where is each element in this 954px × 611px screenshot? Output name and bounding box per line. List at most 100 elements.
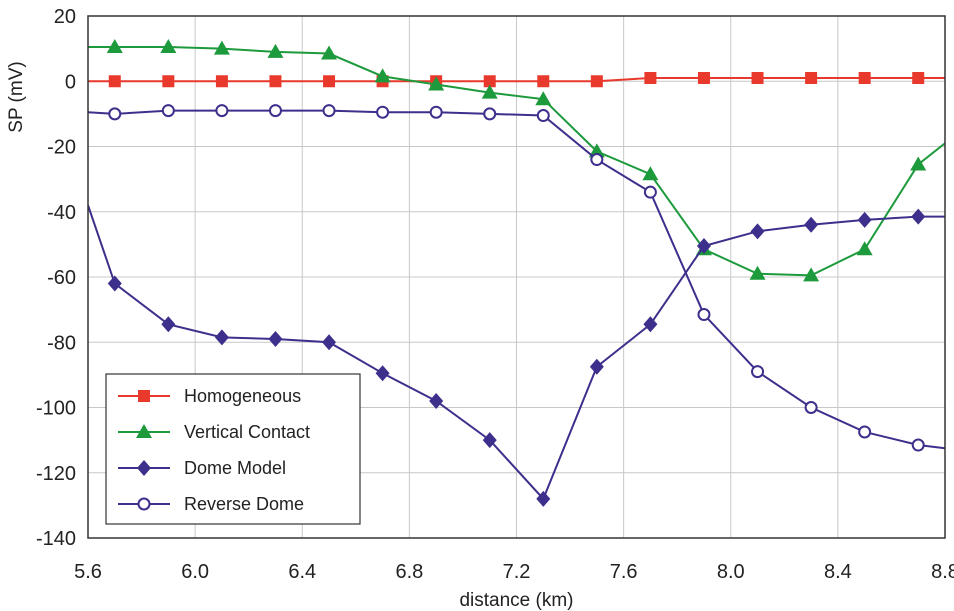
legend-marker bbox=[137, 497, 151, 511]
data-point-dome-model bbox=[107, 275, 122, 292]
legend-label: Vertical Contact bbox=[184, 422, 310, 442]
data-point-dome-model bbox=[911, 208, 926, 225]
data-point-reverse-dome bbox=[697, 308, 711, 322]
x-tick-label: 8.4 bbox=[824, 561, 852, 583]
x-tick-label: 7.6 bbox=[610, 561, 638, 583]
data-point-vertical-contact bbox=[106, 38, 123, 53]
y-tick-label: -140 bbox=[36, 528, 76, 550]
y-tick-label: -80 bbox=[47, 332, 76, 354]
x-tick-label: 8.0 bbox=[717, 561, 745, 583]
y-tick-label: -120 bbox=[36, 463, 76, 485]
data-point-reverse-dome bbox=[376, 105, 390, 119]
x-tick-label: 8.8 bbox=[931, 561, 954, 583]
data-point-homogeneous bbox=[912, 71, 925, 84]
series-line-reverse-dome bbox=[88, 109, 945, 450]
y-tick-label: -20 bbox=[47, 137, 76, 159]
data-point-reverse-dome bbox=[858, 425, 872, 439]
data-point-dome-model bbox=[696, 238, 711, 255]
data-point-homogeneous bbox=[644, 71, 657, 84]
y-tick-label: 20 bbox=[54, 6, 76, 28]
legend: Homogeneous Vertical Contact Dome Model Rev… bbox=[105, 373, 361, 525]
y-tick-label: -100 bbox=[36, 398, 76, 420]
series-reverse-dome bbox=[88, 104, 945, 452]
data-point-reverse-dome bbox=[483, 107, 497, 121]
data-point-dome-model bbox=[161, 316, 176, 333]
data-point-dome-model bbox=[589, 358, 604, 375]
data-point-reverse-dome bbox=[804, 401, 818, 414]
y-axis-label: SP (mV) bbox=[6, 61, 27, 132]
x-axis-label: distance (km) bbox=[459, 590, 573, 611]
data-point-reverse-dome bbox=[911, 438, 925, 452]
legend-item-reverse-dome: Reverse Dome bbox=[118, 494, 304, 514]
data-point-homogeneous bbox=[269, 75, 282, 88]
data-point-dome-model bbox=[375, 365, 390, 382]
data-point-homogeneous bbox=[858, 71, 871, 84]
series-dome-model bbox=[88, 204, 945, 507]
y-tick-label: 0 bbox=[65, 71, 76, 93]
data-point-vertical-contact bbox=[749, 265, 766, 280]
series-line-vertical-contact bbox=[88, 45, 945, 277]
data-point-reverse-dome bbox=[322, 104, 336, 118]
data-point-vertical-contact bbox=[321, 45, 338, 60]
legend-item-vertical-contact: Vertical Contact bbox=[118, 422, 310, 442]
data-point-vertical-contact bbox=[481, 84, 498, 99]
data-point-dome-model bbox=[857, 211, 872, 228]
data-point-reverse-dome bbox=[751, 365, 765, 379]
data-point-homogeneous bbox=[162, 75, 175, 88]
series-layer bbox=[88, 38, 945, 507]
data-point-reverse-dome bbox=[643, 185, 657, 199]
legend-marker bbox=[137, 460, 151, 476]
data-point-dome-model bbox=[429, 392, 444, 409]
data-point-homogeneous bbox=[805, 71, 818, 84]
data-point-homogeneous bbox=[590, 75, 603, 88]
data-point-homogeneous bbox=[751, 71, 764, 84]
x-tick-label: 6.8 bbox=[395, 561, 423, 583]
data-point-homogeneous bbox=[108, 75, 121, 88]
data-point-vertical-contact bbox=[428, 76, 445, 91]
legend-marker bbox=[138, 390, 150, 402]
data-point-homogeneous bbox=[537, 75, 550, 88]
data-point-vertical-contact bbox=[213, 40, 230, 55]
data-point-vertical-contact bbox=[535, 91, 552, 106]
data-point-vertical-contact bbox=[642, 166, 659, 181]
series-line-dome-model bbox=[88, 204, 945, 501]
legend-label: Dome Model bbox=[184, 458, 286, 478]
data-point-reverse-dome bbox=[161, 104, 175, 118]
series-line-homogeneous bbox=[88, 76, 945, 83]
data-point-dome-model bbox=[214, 329, 229, 346]
data-point-vertical-contact bbox=[856, 241, 873, 256]
data-point-reverse-dome bbox=[429, 105, 443, 119]
data-point-dome-model bbox=[804, 216, 819, 233]
data-point-reverse-dome bbox=[536, 109, 550, 123]
x-tick-label: 6.4 bbox=[288, 561, 316, 583]
legend-marker bbox=[136, 424, 152, 438]
data-point-homogeneous bbox=[483, 75, 496, 88]
data-point-reverse-dome bbox=[590, 153, 604, 167]
data-point-dome-model bbox=[643, 316, 658, 333]
data-point-reverse-dome bbox=[108, 107, 122, 121]
data-point-vertical-contact bbox=[803, 267, 820, 282]
series-vertical-contact bbox=[88, 38, 945, 282]
y-tick-label: -60 bbox=[47, 267, 76, 289]
legend-item-homogeneous: Homogeneous bbox=[118, 386, 301, 406]
data-point-dome-model bbox=[268, 330, 283, 347]
x-tick-label: 7.2 bbox=[503, 561, 531, 583]
data-point-vertical-contact bbox=[374, 68, 391, 83]
data-point-homogeneous bbox=[697, 71, 710, 84]
data-point-dome-model bbox=[750, 223, 765, 240]
data-point-reverse-dome bbox=[215, 104, 229, 118]
y-tick-labels: 20 0 -20 -40 -60 -80 -100 -120 -140 bbox=[36, 6, 76, 550]
y-tick-label: -40 bbox=[47, 202, 76, 224]
legend-item-dome-model: Dome Model bbox=[118, 458, 286, 478]
data-point-vertical-contact bbox=[267, 43, 284, 58]
x-tick-label: 5.6 bbox=[74, 561, 102, 583]
x-tick-labels: 5.6 6.0 6.4 6.8 7.2 7.6 8.0 8.4 8.8 bbox=[74, 561, 954, 583]
legend-label: Homogeneous bbox=[184, 386, 301, 406]
data-point-dome-model bbox=[536, 490, 551, 507]
legend-label: Reverse Dome bbox=[184, 494, 304, 514]
x-tick-label: 6.0 bbox=[181, 561, 209, 583]
data-point-vertical-contact bbox=[588, 143, 605, 158]
plot-frame bbox=[87, 15, 946, 539]
data-point-vertical-contact bbox=[160, 38, 177, 53]
